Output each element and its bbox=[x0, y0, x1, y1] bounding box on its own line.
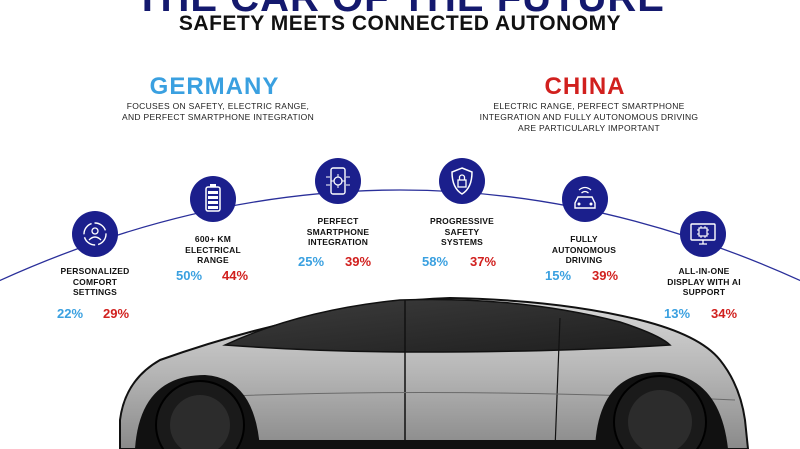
germany-pct-display: 13% bbox=[664, 306, 691, 321]
germany-pct-autonomous: 15% bbox=[545, 268, 572, 283]
germany-heading: GERMANY bbox=[149, 73, 280, 100]
feature-label-autonomous: FULLY AUTONOMOUS DRIVING bbox=[551, 234, 617, 265]
germany-pct-safety: 58% bbox=[422, 254, 449, 269]
china-pct-display: 34% bbox=[711, 306, 738, 321]
china-heading: CHINA bbox=[544, 73, 626, 100]
china-pct-autonomous: 39% bbox=[592, 268, 619, 283]
china-pct-range: 44% bbox=[222, 268, 249, 283]
battery-icon bbox=[190, 176, 236, 222]
display-chip-icon bbox=[680, 211, 726, 257]
main-title: THE CAR OF THE FUTURE bbox=[0, 0, 800, 21]
germany-description: FOCUSES ON SAFETY, ELECTRIC RANGE, AND P… bbox=[121, 101, 315, 122]
china-description: ELECTRIC RANGE, PERFECT SMARTPHONE INTEG… bbox=[479, 101, 699, 133]
person-settings-icon bbox=[72, 211, 118, 257]
china-pct-safety: 37% bbox=[470, 254, 497, 269]
feature-label-smartphone: PERFECT SMARTPHONE INTEGRATION bbox=[306, 216, 370, 247]
germany-pct-range: 50% bbox=[176, 268, 203, 283]
feature-label-safety: PROGRESSIVE SAFETY SYSTEMS bbox=[429, 216, 495, 247]
feature-label-range: 600+ KM ELECTRICAL RANGE bbox=[185, 234, 241, 265]
china-pct-smartphone: 39% bbox=[345, 254, 372, 269]
germany-pct-comfort: 22% bbox=[57, 306, 84, 321]
feature-label-display: ALL-IN-ONE DISPLAY WITH AI SUPPORT bbox=[667, 266, 741, 297]
feature-label-comfort: PERSONALIZED COMFORT SETTINGS bbox=[60, 266, 130, 297]
car-wireless-icon bbox=[562, 176, 608, 222]
shield-lock-icon bbox=[439, 158, 485, 204]
smartphone-gear-icon bbox=[315, 158, 361, 204]
subtitle: SAFETY MEETS CONNECTED AUTONOMY bbox=[178, 12, 622, 35]
china-pct-comfort: 29% bbox=[103, 306, 130, 321]
germany-pct-smartphone: 25% bbox=[298, 254, 325, 269]
